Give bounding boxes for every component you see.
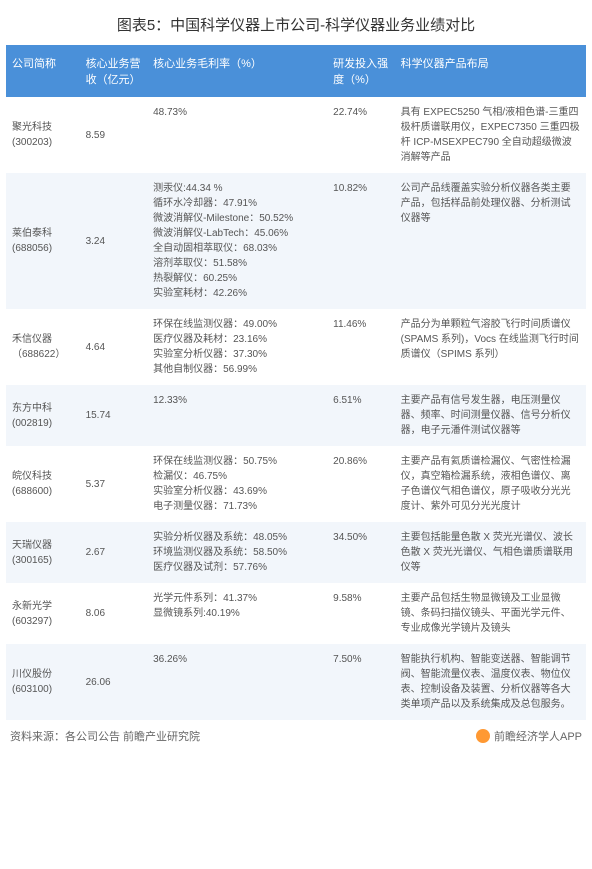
table-row: 天瑞仪器 (300165)2.67实验分析仪器及系统：48.05% 环境监测仪器… [6, 522, 586, 583]
cell-margin: 12.33% [147, 385, 327, 446]
cell-revenue: 5.37 [80, 446, 148, 522]
comparison-table: 公司简称 核心业务营收（亿元） 核心业务毛利率（%） 研发投入强度（%） 科学仪… [6, 45, 586, 720]
cell-revenue: 26.06 [80, 644, 148, 720]
cell-company: 禾信仪器 （688622） [6, 309, 80, 385]
cell-products: 主要产品有氦质谱检漏仪、气密性检漏仪，真空箱检漏系统，液相色谱仪、离子色谱仪气相… [395, 446, 586, 522]
cell-products: 智能执行机构、智能变送器、智能调节阀、智能流量仪表、温度仪表、物位仪表、控制设备… [395, 644, 586, 720]
table-body: 聚光科技 (300203)8.5948.73%22.74%具有 EXPEC525… [6, 97, 586, 720]
chart-title: 图表5：中国科学仪器上市公司-科学仪器业务业绩对比 [6, 8, 586, 45]
cell-products: 主要包括能量色散 X 荧光光谱仪、波长色散 X 荧光光谱仪、气相色谱质谱联用仪等 [395, 522, 586, 583]
table-row: 聚光科技 (300203)8.5948.73%22.74%具有 EXPEC525… [6, 97, 586, 173]
cell-rd: 20.86% [327, 446, 395, 522]
cell-products: 产品分为单颗粒气溶胶飞行时间质谱仪(SPAMS 系列)，Vocs 在线监测飞行时… [395, 309, 586, 385]
col-margin: 核心业务毛利率（%） [147, 45, 327, 97]
footer: 资料来源：各公司公告 前瞻产业研究院 前瞻经济学人APP [6, 720, 586, 748]
brand-text: 前瞻经济学人APP [494, 728, 582, 744]
cell-products: 具有 EXPEC5250 气相/液相色谱-三重四极杆质谱联用仪，EXPEC735… [395, 97, 586, 173]
cell-revenue: 3.24 [80, 173, 148, 309]
col-company: 公司简称 [6, 45, 80, 97]
footer-brand: 前瞻经济学人APP [476, 728, 582, 744]
cell-company: 皖仪科技 (688600) [6, 446, 80, 522]
col-revenue: 核心业务营收（亿元） [80, 45, 148, 97]
table-row: 皖仪科技 (688600)5.37环保在线监测仪器：50.75% 检漏仪：46.… [6, 446, 586, 522]
cell-products: 公司产品线覆盖实验分析仪器各类主要产品，包括样品前处理仪器、分析测试仪器等 [395, 173, 586, 309]
cell-revenue: 8.59 [80, 97, 148, 173]
source-text: 资料来源：各公司公告 前瞻产业研究院 [10, 728, 200, 744]
cell-products: 主要产品包括生物显微镜及工业显微镜、条码扫描仪镜头、平面光学元件、专业成像光学镜… [395, 583, 586, 644]
table-row: 川仪股份 (603100)26.0636.26%7.50%智能执行机构、智能变送… [6, 644, 586, 720]
cell-margin: 环保在线监测仪器：49.00% 医疗仪器及耗材：23.16% 实验室分析仪器：3… [147, 309, 327, 385]
cell-margin: 环保在线监测仪器：50.75% 检漏仪：46.75% 实验室分析仪器：43.69… [147, 446, 327, 522]
table-row: 永新光学 (603297)8.06光学元件系列：41.37% 显微镜系列:40.… [6, 583, 586, 644]
cell-margin: 实验分析仪器及系统：48.05% 环境监测仪器及系统：58.50% 医疗仪器及试… [147, 522, 327, 583]
cell-rd: 6.51% [327, 385, 395, 446]
cell-company: 永新光学 (603297) [6, 583, 80, 644]
cell-rd: 7.50% [327, 644, 395, 720]
cell-margin: 测汞仪:44.34 % 循环水冷却器：47.91% 微波消解仪-Mileston… [147, 173, 327, 309]
table-header: 公司简称 核心业务营收（亿元） 核心业务毛利率（%） 研发投入强度（%） 科学仪… [6, 45, 586, 97]
table-row: 东方中科 (002819)15.7412.33%6.51%主要产品有信号发生器，… [6, 385, 586, 446]
cell-company: 东方中科 (002819) [6, 385, 80, 446]
cell-company: 川仪股份 (603100) [6, 644, 80, 720]
col-products: 科学仪器产品布局 [395, 45, 586, 97]
cell-company: 莱伯泰科 (688056) [6, 173, 80, 309]
cell-margin: 36.26% [147, 644, 327, 720]
cell-revenue: 4.64 [80, 309, 148, 385]
cell-rd: 10.82% [327, 173, 395, 309]
cell-revenue: 2.67 [80, 522, 148, 583]
cell-margin: 光学元件系列：41.37% 显微镜系列:40.19% [147, 583, 327, 644]
cell-products: 主要产品有信号发生器，电压测量仪器、频率、时间测量仪器、信号分析仪器，电子元潘件… [395, 385, 586, 446]
table-row: 禾信仪器 （688622）4.64环保在线监测仪器：49.00% 医疗仪器及耗材… [6, 309, 586, 385]
cell-rd: 11.46% [327, 309, 395, 385]
cell-company: 聚光科技 (300203) [6, 97, 80, 173]
cell-revenue: 8.06 [80, 583, 148, 644]
cell-revenue: 15.74 [80, 385, 148, 446]
table-row: 莱伯泰科 (688056)3.24测汞仪:44.34 % 循环水冷却器：47.9… [6, 173, 586, 309]
col-rd: 研发投入强度（%） [327, 45, 395, 97]
table-container: 图表5：中国科学仪器上市公司-科学仪器业务业绩对比 公司简称 核心业务营收（亿元… [0, 0, 592, 756]
cell-rd: 9.58% [327, 583, 395, 644]
cell-rd: 22.74% [327, 97, 395, 173]
cell-margin: 48.73% [147, 97, 327, 173]
cell-company: 天瑞仪器 (300165) [6, 522, 80, 583]
logo-icon [476, 729, 490, 743]
cell-rd: 34.50% [327, 522, 395, 583]
